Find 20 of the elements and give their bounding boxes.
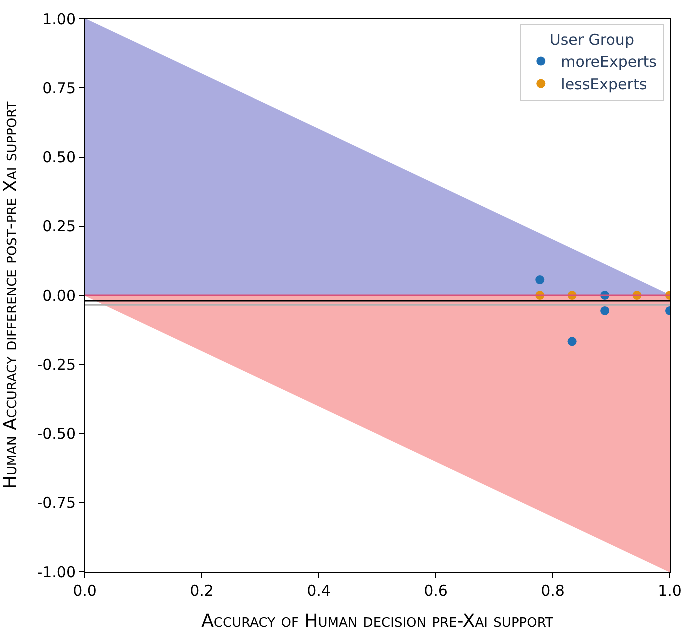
y-tick-label: 0.25 — [42, 218, 76, 236]
legend-title: User Group — [550, 31, 634, 50]
y-tick-label: -0.50 — [37, 425, 76, 443]
legend-label: lessExperts — [561, 76, 648, 94]
x-tick-label: 0.6 — [424, 582, 448, 600]
y-tick-label: 0.75 — [42, 79, 76, 98]
y-tick-label: -0.75 — [37, 494, 76, 512]
y-axis-title: Human Accuracy difference post-pre Xai support — [0, 102, 22, 490]
y-tick-label: 0.00 — [42, 286, 76, 305]
x-tick-label: 0.0 — [73, 582, 97, 600]
x-tick-label: 1.0 — [658, 582, 682, 600]
x-axis-title: Accuracy of Human decision pre-Xai support — [202, 611, 554, 632]
y-tick-label: -1.00 — [37, 563, 76, 582]
y-tick-label: 1.00 — [42, 10, 76, 28]
x-tick-label: 0.8 — [541, 582, 565, 600]
legend-label: moreExperts — [561, 53, 658, 72]
x-tick-label: 0.2 — [190, 582, 214, 600]
y-tick-label: -0.25 — [37, 356, 76, 374]
y-tick-label: 0.50 — [42, 148, 76, 166]
x-tick-label: 0.4 — [307, 582, 331, 600]
